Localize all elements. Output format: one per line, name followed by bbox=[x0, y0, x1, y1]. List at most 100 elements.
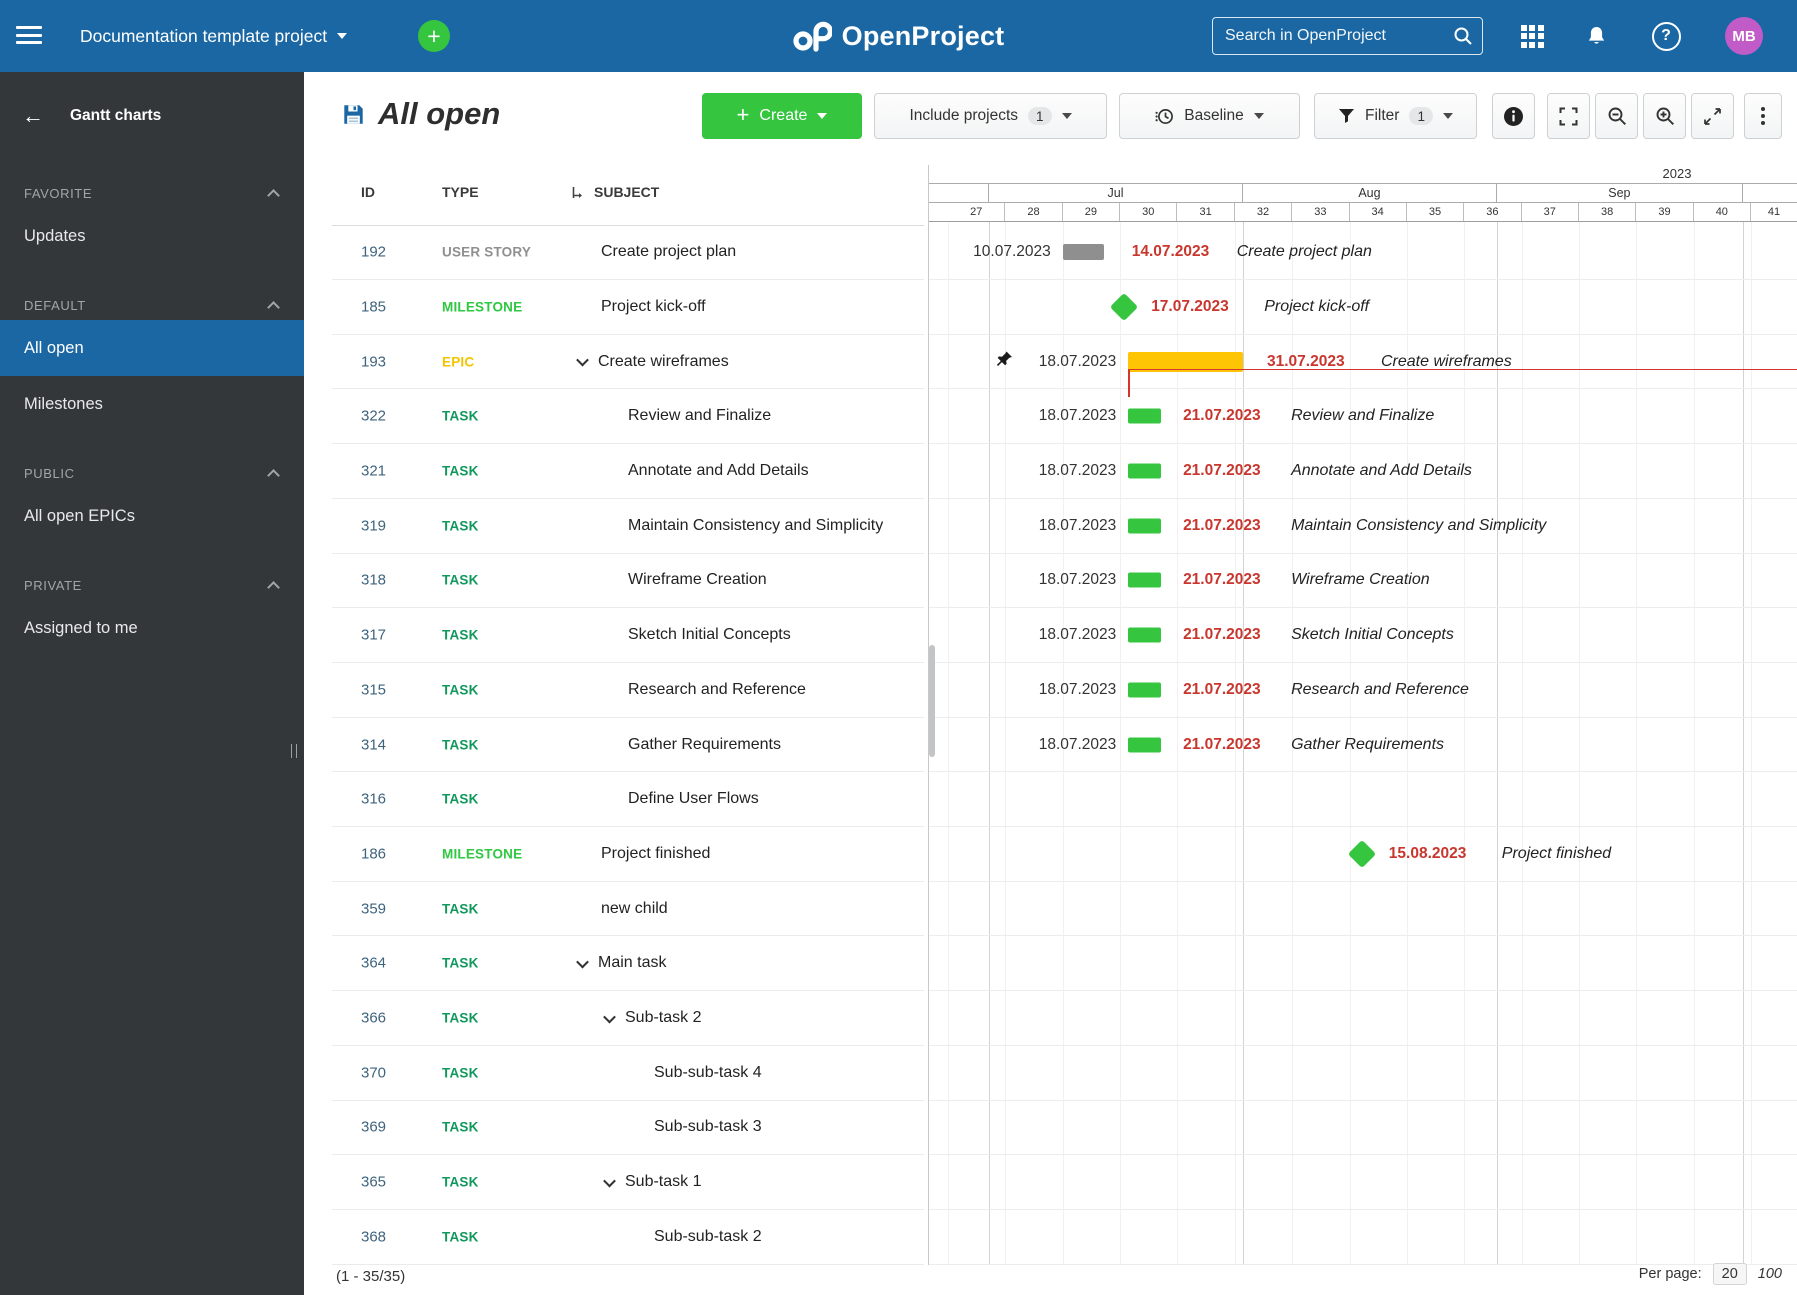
chevron-down-icon[interactable] bbox=[603, 1010, 616, 1023]
gantt-bar[interactable] bbox=[1128, 572, 1162, 588]
modules-grid-icon[interactable] bbox=[1514, 18, 1550, 54]
week-gridline bbox=[1177, 222, 1179, 1264]
gantt-bar[interactable] bbox=[1128, 737, 1162, 753]
global-add-button[interactable]: + bbox=[418, 20, 450, 52]
save-icon[interactable] bbox=[342, 103, 365, 126]
sidebar-item-all-open-epics[interactable]: All open EPICs bbox=[24, 506, 135, 525]
wp-id-link[interactable]: 370 bbox=[361, 1064, 387, 1082]
sidebar-resize-handle[interactable] bbox=[291, 744, 297, 758]
filter-button[interactable]: Filter 1 bbox=[1314, 93, 1477, 139]
help-icon[interactable]: ? bbox=[1648, 18, 1684, 54]
sidebar-section-header-public[interactable]: PUBLIC bbox=[0, 458, 304, 488]
sidebar-item-milestones[interactable]: Milestones bbox=[24, 394, 103, 413]
openproject-logo-icon bbox=[793, 21, 832, 52]
notifications-bell-icon[interactable] bbox=[1578, 18, 1614, 54]
gantt-bar[interactable] bbox=[1062, 244, 1104, 261]
wp-id-link[interactable]: 319 bbox=[361, 517, 387, 535]
zoom-in-button[interactable] bbox=[1643, 93, 1686, 139]
wp-id-link[interactable]: 365 bbox=[361, 1173, 387, 1191]
search-input[interactable] bbox=[1213, 27, 1453, 45]
wp-id-link[interactable]: 315 bbox=[361, 681, 387, 699]
conflict-line bbox=[1128, 368, 1797, 371]
wp-id-link[interactable]: 314 bbox=[361, 736, 387, 754]
column-header-id[interactable]: ID bbox=[361, 184, 375, 200]
chevron-down-icon[interactable] bbox=[576, 353, 589, 367]
gantt-bar[interactable] bbox=[1128, 627, 1162, 643]
milestone-diamond[interactable] bbox=[1347, 840, 1376, 869]
table-row: 369 TASK Sub-sub-task 3 bbox=[332, 1101, 924, 1156]
wp-id-link[interactable]: 366 bbox=[361, 1009, 387, 1027]
wp-subject-text: Sub-task 2 bbox=[625, 1009, 702, 1027]
info-button[interactable] bbox=[1492, 93, 1535, 139]
gantt-bar[interactable] bbox=[1128, 463, 1162, 479]
per-page-option-selected[interactable]: 20 bbox=[1712, 1263, 1747, 1285]
wp-subject: Sketch Initial Concepts bbox=[628, 626, 791, 644]
timeline-week: 29 bbox=[1063, 203, 1121, 221]
chevron-down-icon[interactable] bbox=[603, 1174, 616, 1188]
gantt-subject: Gather Requirements bbox=[1291, 735, 1445, 753]
wp-subject: Sub-task 2 bbox=[603, 1009, 702, 1027]
wp-type: TASK bbox=[442, 737, 479, 753]
sidebar-item-all-open[interactable]: All open bbox=[0, 320, 304, 376]
chevron-down-icon[interactable] bbox=[576, 955, 589, 969]
project-select-dropdown[interactable]: Documentation template project bbox=[80, 0, 348, 72]
table-row: 366 TASK Sub-task 2 bbox=[332, 991, 924, 1046]
create-button[interactable]: + Create bbox=[702, 93, 862, 139]
wp-id-link[interactable]: 359 bbox=[361, 900, 387, 918]
baseline-button[interactable]: Baseline bbox=[1119, 93, 1300, 139]
wp-id-link[interactable]: 318 bbox=[361, 571, 387, 589]
sidebar-section-header-favorite[interactable]: FAVORITE bbox=[0, 178, 304, 208]
gantt-bar[interactable] bbox=[1128, 351, 1243, 372]
gantt-milestone-date: 17.07.2023 bbox=[1151, 297, 1229, 315]
sidebar-item-assigned-to-me[interactable]: Assigned to me bbox=[24, 618, 138, 637]
global-search bbox=[1212, 17, 1483, 55]
week-gridline bbox=[1234, 222, 1236, 1264]
table-scrollbar-thumb[interactable] bbox=[929, 645, 935, 757]
wp-id-link[interactable]: 322 bbox=[361, 407, 387, 425]
gantt-bar[interactable] bbox=[1128, 518, 1162, 534]
week-gridline bbox=[1292, 222, 1294, 1264]
gantt-row: 18.07.2023 21.07.2023 Research and Referen… bbox=[929, 663, 1797, 718]
per-page-option-100[interactable]: 100 bbox=[1757, 1266, 1782, 1282]
fullscreen-button[interactable] bbox=[1547, 93, 1590, 139]
column-header-subject[interactable]: SUBJECT bbox=[594, 184, 660, 200]
wp-id-link[interactable]: 321 bbox=[361, 462, 387, 480]
pin-icon[interactable] bbox=[995, 350, 1013, 373]
wp-id-link[interactable]: 368 bbox=[361, 1228, 387, 1246]
hamburger-menu-icon[interactable] bbox=[16, 26, 42, 46]
wp-id-link[interactable]: 192 bbox=[361, 243, 387, 261]
openproject-logo[interactable]: OpenProject bbox=[758, 0, 1038, 72]
include-projects-button[interactable]: Include projects 1 bbox=[874, 93, 1107, 139]
sidebar-section-header-default[interactable]: DEFAULT bbox=[0, 290, 304, 320]
zoom-out-button[interactable] bbox=[1595, 93, 1638, 139]
milestone-diamond[interactable] bbox=[1110, 293, 1139, 322]
gantt-bar[interactable] bbox=[1128, 408, 1162, 424]
back-arrow-icon[interactable]: ← bbox=[22, 103, 44, 128]
avatar[interactable]: MB bbox=[1725, 17, 1763, 55]
zoom-auto-button[interactable] bbox=[1691, 93, 1734, 139]
gantt-bar[interactable] bbox=[1128, 682, 1162, 698]
gantt-chart-pane: 2023 Jul Aug Sep 27 28 29 30 31 32 33 34 35 36 37 38 3… bbox=[928, 165, 1797, 1265]
sidebar-section-header-private[interactable]: PRIVATE bbox=[0, 570, 304, 600]
wp-subject-text: Project kick-off bbox=[601, 297, 706, 315]
column-header-type[interactable]: TYPE bbox=[442, 184, 479, 200]
wp-id-link[interactable]: 316 bbox=[361, 790, 387, 808]
timeline-month: Aug bbox=[1242, 184, 1497, 203]
wp-id-link[interactable]: 364 bbox=[361, 954, 387, 972]
wp-id-link[interactable]: 186 bbox=[361, 845, 387, 863]
wp-id-link[interactable]: 369 bbox=[361, 1118, 387, 1136]
hierarchy-icon[interactable] bbox=[570, 186, 585, 204]
sidebar-section-label: FAVORITE bbox=[24, 185, 93, 201]
more-options-button[interactable] bbox=[1744, 93, 1782, 139]
search-icon[interactable] bbox=[1453, 26, 1473, 46]
wp-id-link[interactable]: 193 bbox=[361, 353, 387, 371]
wp-id-link[interactable]: 317 bbox=[361, 626, 387, 644]
gantt-subject: Maintain Consistency and Simplicity bbox=[1291, 516, 1547, 534]
week-gridline bbox=[1693, 222, 1695, 1264]
sidebar: ← Gantt charts FAVORITE Updates DEFAULT All… bbox=[0, 72, 304, 1295]
week-gridline bbox=[1120, 222, 1122, 1264]
sidebar-item-updates[interactable]: Updates bbox=[24, 226, 86, 245]
gantt-end-date: 31.07.2023 bbox=[1266, 352, 1345, 370]
gantt-row bbox=[929, 1210, 1797, 1265]
wp-id-link[interactable]: 185 bbox=[361, 298, 387, 316]
